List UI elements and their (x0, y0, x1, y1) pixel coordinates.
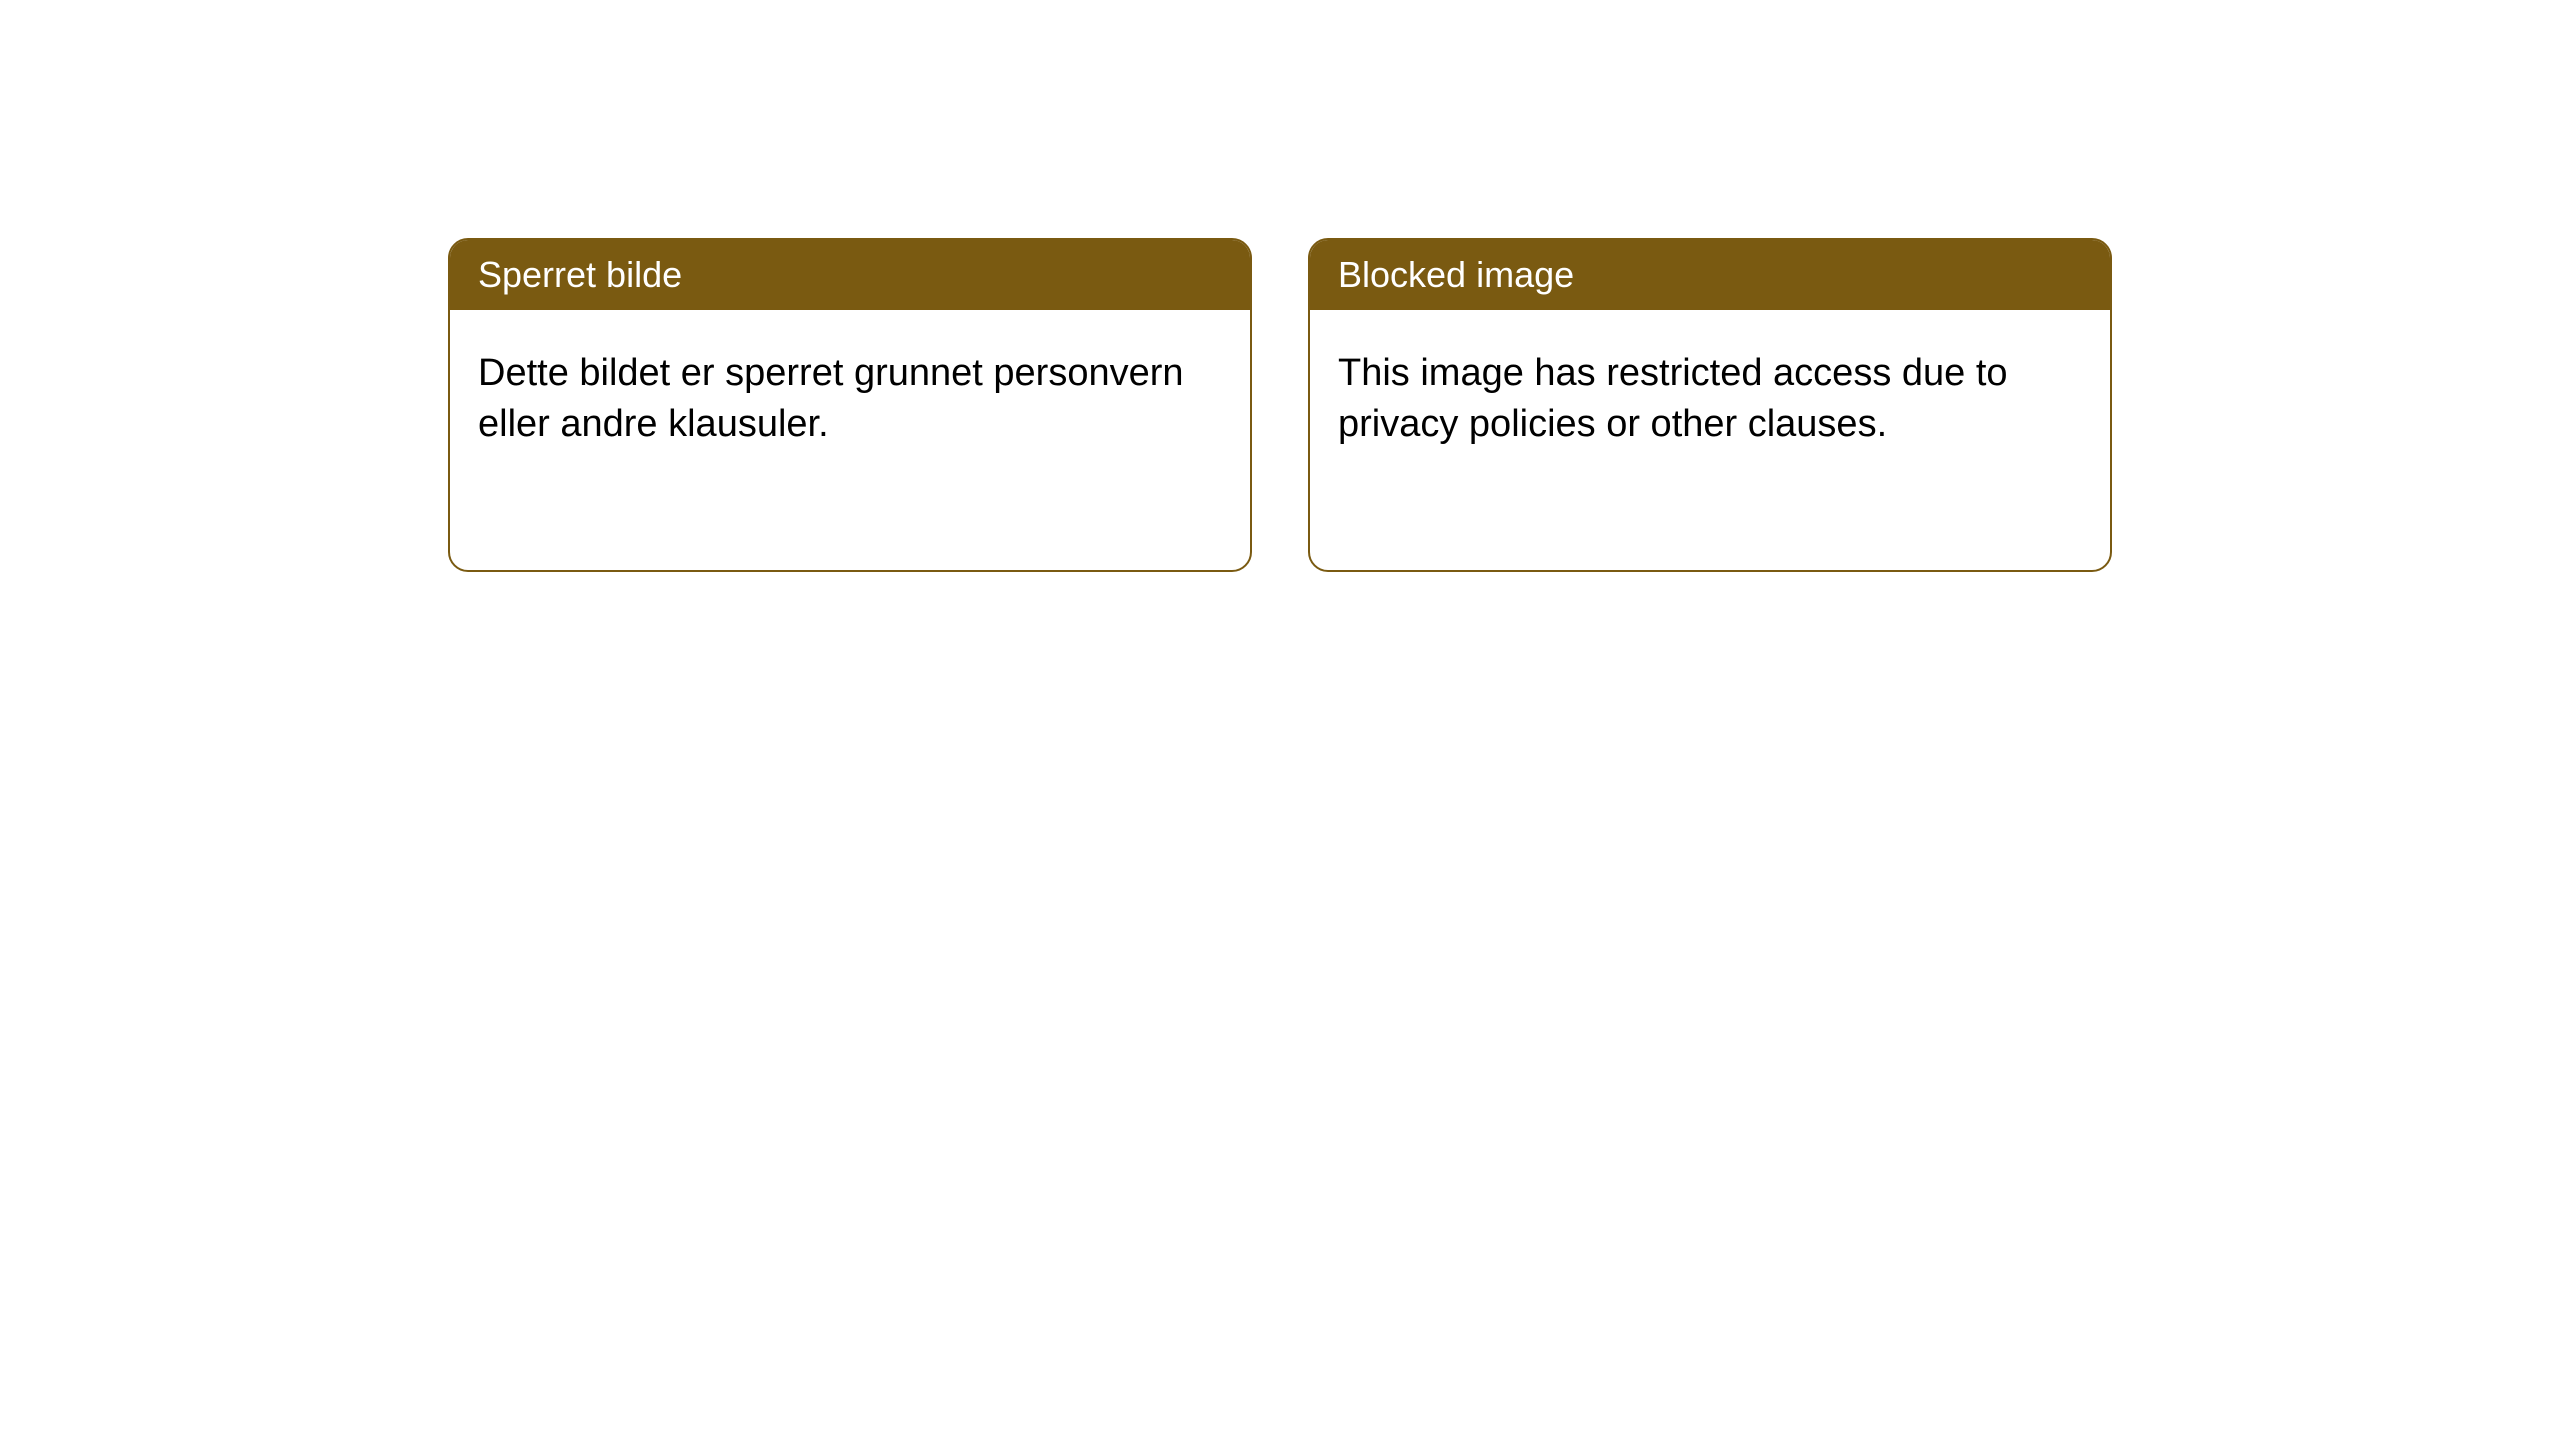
blocked-image-card-no: Sperret bilde Dette bildet er sperret gr… (448, 238, 1252, 572)
card-body-en: This image has restricted access due to … (1310, 310, 2110, 489)
card-header-no: Sperret bilde (450, 240, 1250, 310)
card-title-en: Blocked image (1338, 254, 1574, 295)
blocked-image-card-en: Blocked image This image has restricted … (1308, 238, 2112, 572)
card-body-no: Dette bildet er sperret grunnet personve… (450, 310, 1250, 489)
card-text-no: Dette bildet er sperret grunnet personve… (478, 352, 1184, 445)
notice-card-container: Sperret bilde Dette bildet er sperret gr… (448, 238, 2112, 572)
card-header-en: Blocked image (1310, 240, 2110, 310)
card-text-en: This image has restricted access due to … (1338, 352, 2008, 445)
card-title-no: Sperret bilde (478, 254, 682, 295)
